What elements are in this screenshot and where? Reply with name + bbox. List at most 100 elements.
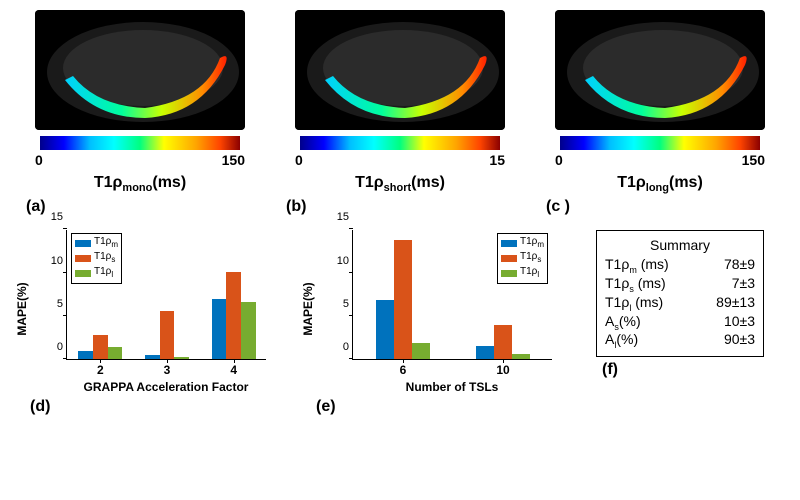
summary-row: T1ρs (ms) 7±3	[605, 275, 755, 294]
y-tick: 5	[39, 298, 63, 310]
cbar-min: 0	[555, 152, 563, 168]
panel-label-f: (f)	[596, 361, 776, 379]
summary-key: Al(%)	[605, 331, 638, 350]
cbar-max: 150	[742, 152, 765, 168]
colorbar-c	[560, 136, 760, 150]
y-tick: 5	[325, 298, 349, 310]
colorbar-labels-b: 0 15	[295, 152, 505, 168]
mape-tsl-chart: 051015610T1ρmT1ρsT1ρlMAPE(%)Number of TS…	[310, 224, 560, 394]
cbar-min: 0	[295, 152, 303, 168]
bar-s	[226, 272, 241, 360]
summary-row: Al(%) 90±3	[605, 331, 755, 350]
y-tick: 0	[325, 341, 349, 353]
summary-row: As(%) 10±3	[605, 313, 755, 332]
y-tick: 0	[39, 341, 63, 353]
bar-l	[108, 347, 123, 359]
bar-s	[160, 311, 175, 360]
legend-item: T1ρm	[75, 236, 118, 251]
legend-text: T1ρm	[94, 236, 118, 251]
panel-label-b: (b)	[280, 198, 520, 216]
y-tick: 15	[325, 211, 349, 223]
summary-key: T1ρs (ms)	[605, 275, 666, 294]
bar-m	[376, 300, 394, 359]
legend-swatch	[75, 255, 91, 262]
summary-key: As(%)	[605, 313, 641, 332]
plot-area: 051015610T1ρmT1ρsT1ρl	[352, 230, 552, 360]
legend-item: T1ρm	[501, 236, 544, 251]
legend-swatch	[501, 270, 517, 277]
bar-m	[212, 299, 227, 360]
legend-text: T1ρm	[520, 236, 544, 251]
bar-s	[93, 335, 108, 359]
summary-key: T1ρl (ms)	[605, 294, 663, 313]
x-tick: 4	[230, 363, 237, 377]
mri-map-b	[295, 10, 505, 130]
legend-text: T1ρs	[520, 251, 541, 266]
summary-value: 89±13	[716, 294, 755, 313]
bar-s	[394, 240, 412, 359]
summary-value: 10±3	[724, 313, 755, 332]
y-tick: 15	[39, 211, 63, 223]
bar-m	[145, 355, 160, 359]
figure-root: 0150T1ρmono(ms)(a)015T1ρshort(ms)(b)0150…	[0, 0, 800, 500]
x-tick: 10	[496, 363, 509, 377]
cbar-max: 15	[489, 152, 505, 168]
panel-a: 0150T1ρmono(ms)(a)	[20, 10, 260, 216]
legend-swatch	[75, 270, 91, 277]
x-tick: 6	[400, 363, 407, 377]
legend-item: T1ρs	[501, 251, 544, 266]
panel-b: 0 15 T1ρshort(ms) (b)	[280, 10, 520, 216]
bar-l	[412, 343, 430, 359]
legend: T1ρmT1ρsT1ρl	[497, 233, 548, 284]
y-axis-label: MAPE(%)	[15, 283, 29, 336]
colorbar-labels-c: 0 150	[555, 152, 765, 168]
y-tick: 10	[39, 255, 63, 267]
map-title-a: T1ρmono(ms)	[20, 174, 260, 194]
legend-swatch	[501, 240, 517, 247]
summary-value: 7±3	[732, 275, 755, 294]
map-title-c: T1ρlong(ms)	[540, 174, 780, 194]
mri-map-a	[35, 10, 245, 130]
legend-item: T1ρl	[75, 266, 118, 281]
x-tick: 3	[164, 363, 171, 377]
cbar-min: 0	[35, 152, 43, 168]
y-axis-label: MAPE(%)	[301, 283, 315, 336]
legend: T1ρmT1ρsT1ρl	[71, 233, 122, 284]
map-title-b: T1ρshort(ms)	[280, 174, 520, 194]
colorbar-b	[300, 136, 500, 150]
summary-row: T1ρl (ms) 89±13	[605, 294, 755, 313]
summary-table: SummaryT1ρm (ms)78±9T1ρs (ms)7±3T1ρl (ms…	[596, 230, 764, 357]
legend-swatch	[501, 255, 517, 262]
top-row: 0150T1ρmono(ms)(a)015T1ρshort(ms)(b)0150…	[0, 0, 800, 216]
legend-text: T1ρl	[94, 266, 113, 281]
bar-s	[494, 325, 512, 360]
panel-label-c: (c )	[540, 198, 780, 216]
plot-area: 051015234T1ρmT1ρsT1ρl	[66, 230, 266, 360]
bottom-row: 051015234T1ρmT1ρsT1ρl MAPE(%) GRAPPA Accel…	[0, 216, 800, 416]
bar-l	[241, 302, 256, 359]
x-axis-label: Number of TSLs	[352, 380, 552, 394]
summary-key: T1ρm (ms)	[605, 256, 669, 275]
bar-l	[174, 357, 189, 359]
cbar-max: 150	[222, 152, 245, 168]
summary-header: Summary	[605, 237, 755, 253]
colorbar-labels-a: 0 150	[35, 152, 245, 168]
x-axis-label: GRAPPA Acceleration Factor	[66, 380, 266, 394]
bar-m	[78, 351, 93, 360]
y-tick: 10	[325, 255, 349, 267]
legend-swatch	[75, 240, 91, 247]
colorbar-a	[40, 136, 240, 150]
mri-map-c	[555, 10, 765, 130]
x-tick: 2	[97, 363, 104, 377]
bar-l	[512, 354, 530, 359]
summary-value: 90±3	[724, 331, 755, 350]
legend-text: T1ρs	[94, 251, 115, 266]
summary-value: 78±9	[724, 256, 755, 275]
panel-d: 051015234T1ρmT1ρsT1ρlMAPE(%)GRAPPA Accel…	[24, 224, 282, 416]
legend-item: T1ρl	[501, 266, 544, 281]
summary-row: T1ρm (ms) 78±9	[605, 256, 755, 275]
panel-c: 0 150 T1ρlong(ms) (c )	[540, 10, 780, 216]
panel-e: 051015610T1ρmT1ρsT1ρlMAPE(%)Number of TS…	[310, 224, 568, 416]
bar-m	[476, 346, 494, 359]
panel-f: SummaryT1ρm (ms)78±9T1ρs (ms)7±3T1ρl (ms…	[596, 224, 776, 379]
